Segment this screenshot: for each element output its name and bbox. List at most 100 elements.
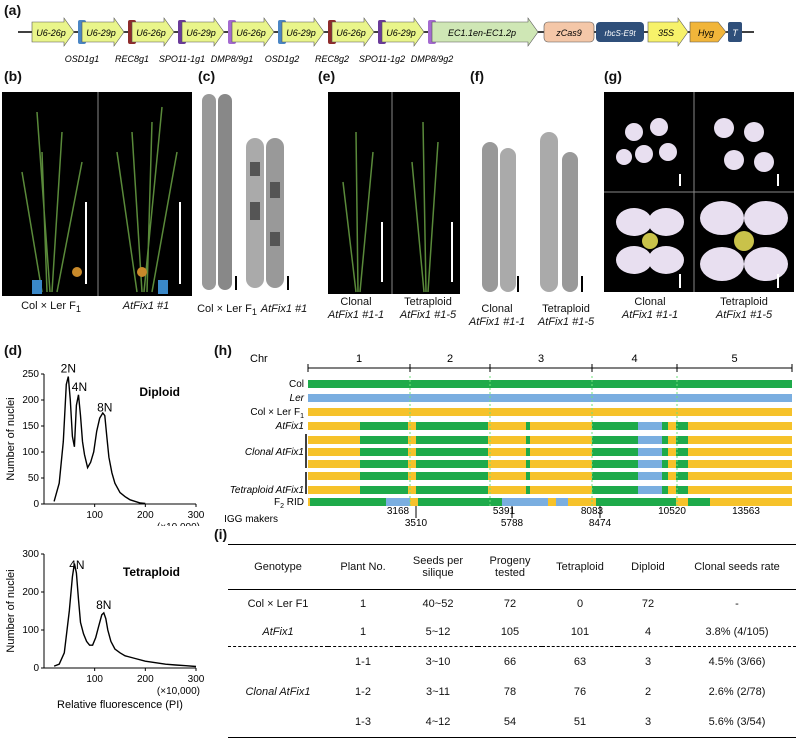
genotype-segment — [676, 498, 688, 506]
genotype-bar — [308, 380, 792, 388]
genotype-segment — [638, 472, 662, 480]
svg-text:35S: 35S — [658, 28, 674, 38]
panel-label-h: (h) — [214, 342, 232, 358]
chromosome-label: 5 — [731, 353, 737, 365]
genotype-segment — [526, 472, 530, 480]
genotype-segment — [662, 436, 668, 444]
genotype-segment — [662, 422, 668, 430]
caption-f-left: Clonal AtFix1 #1-1 — [468, 303, 526, 328]
igg-marker-label: 3168 — [387, 506, 410, 517]
table-header-cell: Diploid — [631, 561, 665, 573]
genotype-bar — [308, 436, 792, 444]
promoter-arrow: U6-26p — [231, 17, 275, 47]
genotype-segment — [360, 436, 408, 444]
x-tick-label: 100 — [86, 510, 103, 521]
x-unit-label: (×10,000) — [157, 522, 200, 526]
igg-marker-label: 8474 — [589, 518, 612, 526]
caption-c-left: Col × Ler F1 — [197, 303, 257, 318]
chromosome-label: 4 — [631, 353, 637, 365]
table-cell: 54 — [503, 716, 517, 728]
table-cell: 4.5% (3/66) — [708, 656, 766, 668]
genotype-segment — [360, 472, 408, 480]
table-cell: 66 — [503, 656, 517, 668]
row-label: Tetraploid AtFix1 — [230, 485, 304, 496]
panel-label-d: (d) — [4, 342, 22, 358]
svg-text:Hyg: Hyg — [698, 28, 714, 38]
row-label: F2 RID — [274, 497, 304, 510]
table-cell: 3 — [644, 716, 652, 728]
y-tick-label: 100 — [22, 625, 39, 636]
genotype-segment — [526, 486, 530, 494]
panel-label-e: (e) — [318, 68, 336, 84]
y-tick-label: 200 — [22, 587, 39, 598]
igg-marker-label: 5391 — [493, 506, 516, 517]
y-tick-label: 0 — [33, 663, 39, 674]
table-header-cell: Progeny tested — [489, 555, 531, 579]
peak-label: 8N — [96, 598, 111, 612]
genotype-segment — [676, 472, 688, 480]
igg-marker-label: 8083 — [581, 506, 604, 517]
peak-label: 8N — [97, 401, 112, 415]
y-tick-label: 200 — [22, 395, 39, 406]
y-tick-label: 100 — [22, 447, 39, 458]
genotype-bar — [308, 486, 792, 494]
terminator-block — [728, 22, 742, 42]
table-cell: 101 — [570, 626, 590, 638]
table-cell: 105 — [500, 626, 520, 638]
genotype-segment — [410, 498, 418, 506]
caption-b-right: AtFix1 #1 — [122, 300, 170, 312]
promoter-arrow: U6-29p — [181, 17, 225, 47]
caption-g-right: Tetraploid AtFix1 #1-5 — [715, 296, 773, 321]
promoter-label: U6-26p — [336, 28, 366, 38]
x-tick-label: 300 — [188, 510, 205, 521]
table-cell: 1 — [359, 626, 367, 638]
genotype-segment — [638, 436, 662, 444]
chart-diploid: 050100150200250100200300(×10,000)Relativ… — [5, 362, 205, 526]
table-cell: 3~11 — [426, 686, 450, 698]
caption-c-right: AtFix1 #1 — [260, 303, 308, 315]
table-cell — [228, 647, 328, 678]
genotype-segment — [662, 472, 668, 480]
chart-title: Tetraploid — [123, 565, 180, 579]
x-axis-label: Relative fluorescence (PI) — [57, 699, 183, 711]
chromosome-label: 1 — [356, 353, 362, 365]
table-cell: AtFix1 — [262, 626, 294, 638]
chr-label: Chr — [250, 353, 268, 365]
table-row: 1-3 4~12 54 51 3 5.6% (3/54) — [228, 707, 796, 738]
table-cell: 1-1 — [355, 656, 371, 668]
guide-label: SPO11-1g2 — [359, 54, 405, 64]
genotype-segment — [662, 448, 668, 456]
genotype-segment — [638, 448, 662, 456]
guide-label: REC8g1 — [115, 54, 149, 64]
genotype-segment — [556, 498, 568, 506]
rbcs-label: rbcS-E9t — [604, 29, 636, 38]
ec-promoter-arrow: EC1.1en-EC1.2p — [431, 17, 539, 47]
genotype-segment — [638, 460, 662, 468]
promoter-label: U6-29p — [386, 28, 416, 38]
genotype-segment — [662, 460, 668, 468]
genotype-segment — [360, 422, 408, 430]
zcas9-label: zCas9 — [555, 28, 582, 38]
genotype-segment — [416, 422, 488, 430]
genotype-bar — [308, 408, 792, 416]
y-tick-label: 50 — [28, 473, 40, 484]
table-cell: 3 — [644, 656, 652, 668]
table-header-cell: Genotype — [254, 561, 302, 573]
igg-marker-label: 13563 — [732, 506, 760, 517]
rbcs-block — [596, 22, 644, 42]
table-cell: 40~52 — [422, 598, 454, 610]
table-cell: 72 — [503, 598, 517, 610]
table-cell: 0 — [576, 598, 584, 610]
row-label: AtFix1 — [275, 421, 304, 432]
table-cell: Clonal AtFix1 — [245, 686, 311, 698]
promoter-arrow: U6-29p — [281, 17, 325, 47]
genotype-segment — [416, 472, 488, 480]
histogram-line — [53, 563, 197, 668]
table-cell: 1 — [359, 598, 367, 610]
x-tick-label: 300 — [188, 674, 205, 685]
genotype-segment — [592, 436, 638, 444]
igg-marker-label: 10520 — [658, 506, 686, 517]
table-header-cell: Plant No. — [340, 561, 386, 573]
terminator-label: T — [732, 28, 739, 38]
